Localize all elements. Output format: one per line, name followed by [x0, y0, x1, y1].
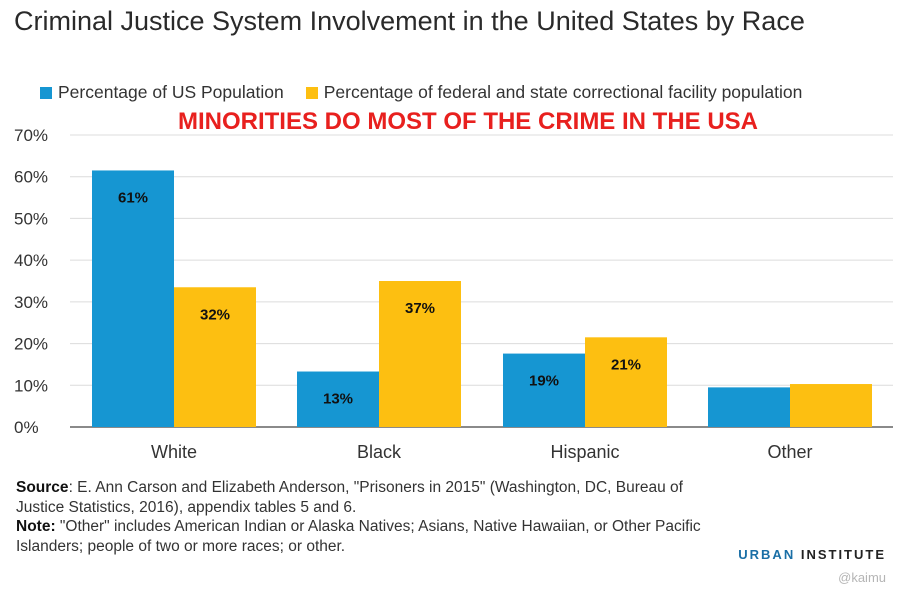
- legend-swatch-correctional-population: [305, 86, 318, 99]
- bar-other-us-population: [708, 387, 790, 427]
- urban-institute-logo: URBAN INSTITUTE: [738, 547, 886, 562]
- chart-footer: Source: E. Ann Carson and Elizabeth Ande…: [16, 478, 706, 556]
- y-tick-label: 60%: [14, 168, 48, 187]
- legend-item-correctional-population: Percentage of federal and state correcti…: [305, 82, 803, 103]
- brand-part1: URBAN: [738, 547, 796, 562]
- y-tick-label: 20%: [14, 335, 48, 354]
- x-tick-label: Black: [357, 442, 402, 462]
- x-tick-label: Hispanic: [550, 442, 619, 462]
- y-tick-label: 10%: [14, 376, 48, 395]
- bar-chart: 0% 10% 20% 30% 40% 50% 60% 70% 61% 32% White 13% 37%…: [14, 126, 893, 462]
- data-label: 32%: [200, 306, 230, 323]
- y-tick-label: 30%: [14, 293, 48, 312]
- chart-title: Criminal Justice System Involvement in t…: [14, 6, 805, 36]
- legend-item-us-population: Percentage of US Population: [40, 82, 284, 103]
- source-label: Source: [16, 479, 69, 496]
- bar-black-correctional-population: [379, 281, 461, 427]
- bar-white-us-population: [92, 170, 174, 427]
- brand-part2: INSTITUTE: [795, 547, 886, 562]
- data-label: 61%: [118, 189, 148, 206]
- source-text: : E. Ann Carson and Elizabeth Anderson, …: [16, 479, 683, 516]
- bar-hispanic-us-population: [503, 353, 585, 427]
- y-tick-label: 0%: [14, 418, 39, 437]
- data-label: 13%: [323, 391, 353, 408]
- overlay-caption: MINORITIES DO MOST OF THE CRIME IN THE U…: [177, 108, 758, 135]
- legend-swatch-us-population: [40, 86, 52, 99]
- data-label: 21%: [611, 356, 641, 373]
- y-tick-label: 70%: [14, 126, 48, 145]
- y-tick-label: 50%: [14, 209, 48, 228]
- bar-other-correctional-population: [790, 384, 872, 427]
- x-tick-label: White: [151, 442, 197, 462]
- data-label: 37%: [405, 300, 435, 317]
- bar-hispanic-correctional-population: [585, 337, 667, 427]
- note-text: "Other" includes American Indian or Alas…: [16, 518, 701, 555]
- note-label: Note:: [16, 518, 56, 535]
- source-note: Source: E. Ann Carson and Elizabeth Ande…: [16, 478, 706, 517]
- chart-legend: Percentage of US Population Percentage o…: [40, 82, 824, 103]
- legend-label-us-population: Percentage of US Population: [58, 82, 284, 102]
- note: Note: "Other" includes American Indian o…: [16, 517, 706, 556]
- legend-label-correctional-population: Percentage of federal and state correcti…: [323, 82, 803, 102]
- y-tick-label: 40%: [14, 251, 48, 270]
- watermark: @kaimu: [838, 570, 886, 585]
- data-label: 19%: [529, 373, 559, 390]
- x-tick-label: Other: [767, 442, 812, 462]
- bar-white-correctional-population: [174, 287, 256, 427]
- bar-black-us-population: [297, 371, 379, 427]
